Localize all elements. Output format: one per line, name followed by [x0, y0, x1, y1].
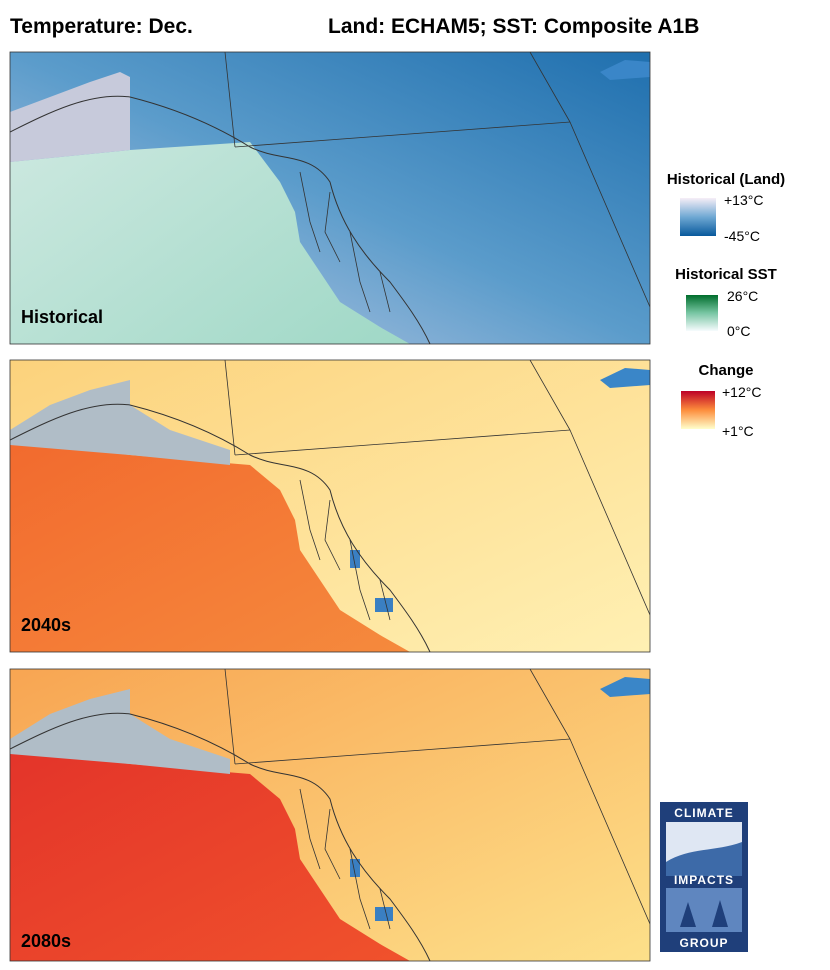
cell	[350, 859, 360, 877]
legend-min: -45°C	[724, 228, 760, 244]
legend: Historical (Land) +13°C -45°C Historical…	[667, 171, 785, 439]
sea-ice	[10, 689, 230, 774]
logo-hills	[666, 842, 742, 876]
legend-max: +12°C	[722, 384, 761, 400]
logo-text: GROUP	[679, 936, 728, 950]
cell	[350, 550, 360, 568]
title: Temperature: Dec.	[10, 15, 193, 38]
logo-trees	[680, 900, 728, 927]
ocean	[10, 440, 410, 652]
map-panel: Historical	[9, 51, 651, 345]
sea-ice	[10, 380, 230, 465]
cell	[375, 907, 393, 921]
logo-art	[666, 888, 742, 932]
colorbar	[686, 295, 718, 331]
land-strip	[10, 72, 130, 162]
legend-title: Historical SST	[675, 266, 777, 283]
panel-label: Historical	[21, 307, 103, 327]
logo-text: IMPACTS	[674, 873, 734, 887]
legend-max: +13°C	[724, 192, 763, 208]
frame	[9, 51, 651, 345]
map-panel: 2040s	[9, 359, 651, 653]
colorbar	[681, 391, 715, 429]
panel-label: 2080s	[21, 931, 71, 951]
legend-max: 26°C	[727, 288, 758, 304]
frame	[9, 668, 651, 962]
legend-min: 0°C	[727, 323, 751, 339]
map-panel: 2080s	[9, 668, 651, 962]
logo-text: CLIMATE	[674, 806, 733, 820]
frame	[9, 359, 651, 653]
ocean	[10, 749, 410, 961]
cell	[375, 598, 393, 612]
colorbar	[680, 198, 716, 236]
logo: CLIMATE IMPACTS GROUP	[660, 802, 748, 952]
panel-label: 2040s	[21, 615, 71, 635]
ocean	[10, 52, 410, 344]
legend-title: Historical (Land)	[667, 171, 785, 188]
subtitle: Land: ECHAM5; SST: Composite A1B	[328, 15, 699, 38]
legend-title: Change	[698, 362, 753, 379]
legend-min: +1°C	[722, 423, 754, 439]
